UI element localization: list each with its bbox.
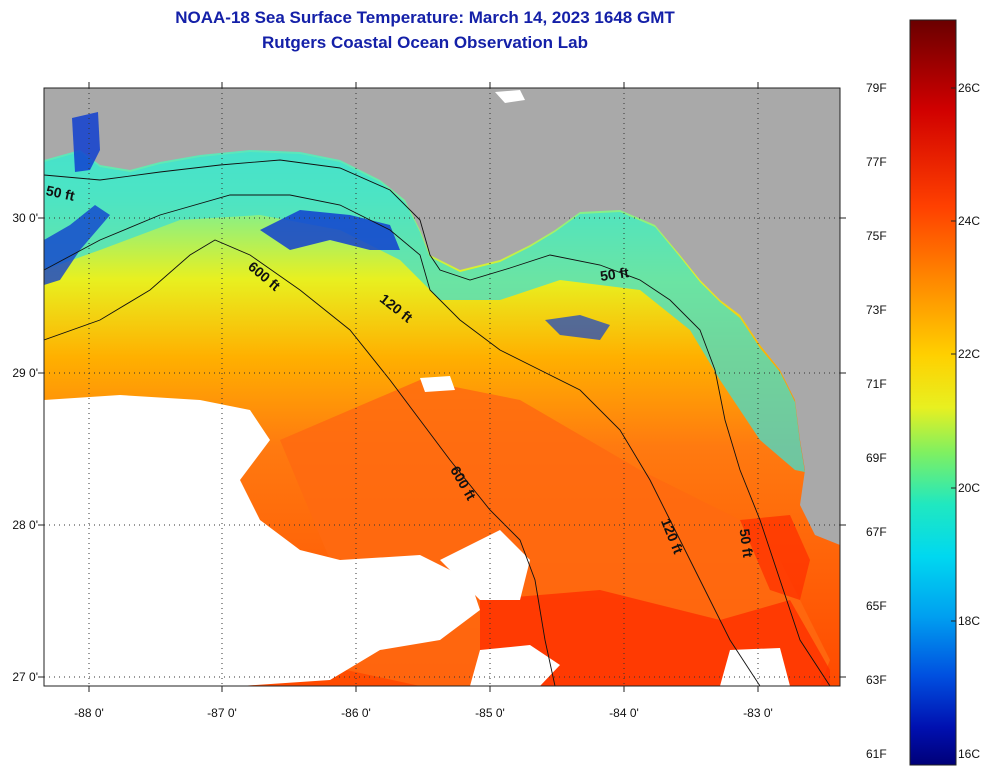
contour-120ft <box>44 194 761 686</box>
lat-label-27: 27 0' <box>12 670 38 684</box>
cold-water-patch <box>72 112 100 172</box>
colorbar-c-label: 20C <box>958 481 981 495</box>
cloud-cover <box>720 648 790 686</box>
lon-label-86: -86 0' <box>341 706 371 720</box>
lon-label-85: -85 0' <box>475 706 505 720</box>
cool-shelf-water <box>44 152 805 472</box>
lat-label-29: 29 0' <box>12 366 38 380</box>
cold-water-patch <box>545 315 610 340</box>
colorbar-f-label: 79F <box>866 81 887 95</box>
map-subtitle: Rutgers Coastal Ocean Observation Lab <box>262 33 588 52</box>
lon-label-83: -83 0' <box>743 706 773 720</box>
cloud-cover <box>440 530 530 600</box>
contour-50ft-west <box>44 159 831 686</box>
colorbar-c-label: 16C <box>958 747 981 761</box>
lat-label-28: 28 0' <box>12 518 38 532</box>
colorbar-c-label: 24C <box>958 214 981 228</box>
colorbar-c-label: 26C <box>958 81 981 95</box>
hot-water-zone <box>740 515 810 600</box>
axis-ticks <box>38 82 846 692</box>
land-mass <box>44 88 840 545</box>
cloud-cover <box>470 645 560 686</box>
contour-600ft <box>44 239 556 686</box>
cold-water-patch <box>260 210 400 250</box>
colorbar-f-label: 61F <box>866 747 887 761</box>
cloud-cover <box>44 395 480 686</box>
colorbar-f-label: 73F <box>866 303 887 317</box>
colorbar-f-label: 63F <box>866 673 887 687</box>
colorbar-f-label: 71F <box>866 377 887 391</box>
colorbar-f-label: 77F <box>866 155 887 169</box>
cold-water-patch <box>44 205 110 285</box>
map-area <box>44 88 840 686</box>
map-title: NOAA-18 Sea Surface Temperature: March 1… <box>175 8 675 27</box>
colorbar-f-label: 67F <box>866 525 887 539</box>
colorbar <box>909 19 957 766</box>
colorbar-f-label: 75F <box>866 229 887 243</box>
cloud-cover <box>495 90 525 103</box>
lon-label-87: -87 0' <box>207 706 237 720</box>
map-frame <box>43 87 841 687</box>
lon-label-88: -88 0' <box>74 706 104 720</box>
colorbar-c-label: 22C <box>958 347 981 361</box>
colorbar-c-label: 18C <box>958 614 981 628</box>
colorbar-f-label: 65F <box>866 599 887 613</box>
colorbar-ticks <box>951 87 956 622</box>
cloud-cover <box>420 376 455 392</box>
colorbar-f-label: 69F <box>866 451 887 465</box>
lat-label-30: 30 0' <box>12 211 38 225</box>
lon-label-84: -84 0' <box>609 706 639 720</box>
